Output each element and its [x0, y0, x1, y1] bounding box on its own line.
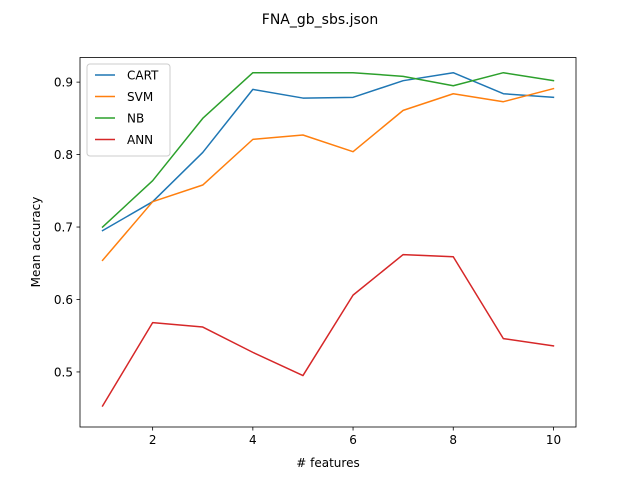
x-tick-label: 8 — [449, 433, 457, 447]
y-tick-label: 0.8 — [54, 148, 73, 162]
y-tick-label: 0.6 — [54, 293, 73, 307]
y-tick-label: 0.7 — [54, 221, 73, 235]
series-line-svm — [101, 87, 555, 262]
series-line-nb — [101, 71, 555, 229]
plot-area-frame — [79, 57, 577, 428]
legend-label-nb: NB — [127, 112, 144, 126]
y-axis-label: Mean accuracy — [29, 197, 43, 288]
x-tick-label: 6 — [349, 433, 357, 447]
y-tick-label: 0.9 — [54, 76, 73, 90]
legend-label-ann: ANN — [127, 133, 153, 147]
y-tick-label: 0.5 — [54, 365, 73, 379]
legend-label-svm: SVM — [127, 90, 153, 104]
chart-title: FNA_gb_sbs.json — [262, 12, 378, 28]
legend-box — [86, 63, 171, 157]
legend: CART SVM NB ANN — [86, 63, 171, 157]
x-tick-label: 10 — [546, 433, 561, 447]
x-axis-label: # features — [296, 456, 359, 470]
legend-label-cart: CART — [127, 69, 159, 83]
axis-ticks: 2 4 6 8 10 0.5 0.6 0.7 0.8 0.9 — [54, 76, 561, 447]
series-line-cart — [101, 71, 555, 232]
series-line-ann — [101, 253, 555, 408]
x-tick-label: 2 — [149, 433, 157, 447]
x-tick-label: 4 — [249, 433, 257, 447]
series-lines — [101, 71, 555, 408]
